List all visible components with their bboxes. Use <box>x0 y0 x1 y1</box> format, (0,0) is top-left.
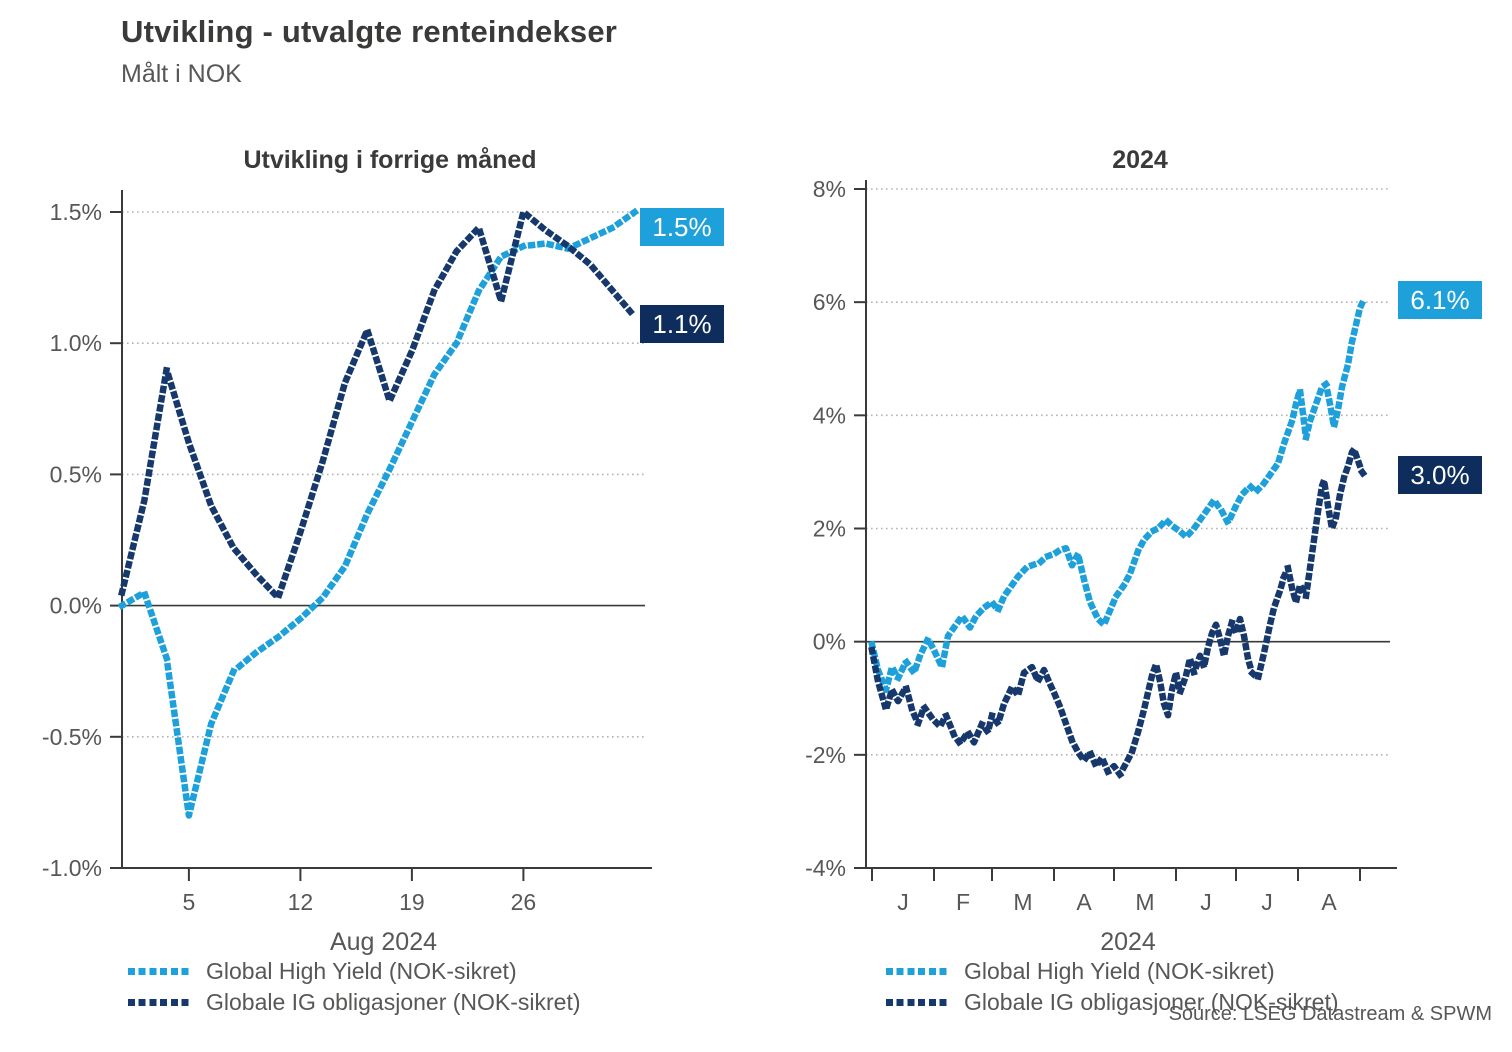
end-value-label-ytd-high-yield: 6.1% <box>1398 281 1482 319</box>
y-tick-label: 1.0% <box>50 330 102 356</box>
end-value-label-ytd-ig: 3.0% <box>1398 456 1482 494</box>
source-note: Source: LSEG Datastream & SPWM <box>1168 1003 1492 1025</box>
y-tick-label: 0.5% <box>50 461 102 487</box>
series-line-ig <box>118 208 640 601</box>
page-title: Utvikling - utvalgte renteindekser <box>121 14 618 49</box>
y-tick-label: 1.5% <box>50 199 102 225</box>
legend-ytd: Global High Yield (NOK-sikret) Globale I… <box>886 957 1339 1016</box>
y-tick-label: -2% <box>805 742 846 768</box>
x-tick-label: J <box>1200 889 1212 915</box>
series-line-high_yield <box>868 294 1369 694</box>
x-tick-label: 12 <box>288 889 314 915</box>
x-tick-label: 5 <box>183 889 196 915</box>
y-tick-label: 0% <box>813 629 846 655</box>
y-tick-label: 6% <box>813 289 846 315</box>
legend-label-ig: Globale IG obligasjoner (NOK-sikret) <box>964 988 1339 1015</box>
chart-monthly-title: Utvikling i forrige måned <box>243 146 537 174</box>
y-tick-label: -0.5% <box>42 724 102 750</box>
legend-label-ig: Globale IG obligasjoner (NOK-sikret) <box>206 988 581 1015</box>
legend-monthly: Global High Yield (NOK-sikret) Globale I… <box>128 957 581 1016</box>
x-tick-label: A <box>1076 889 1092 915</box>
y-tick-label: -4% <box>805 855 846 881</box>
y-tick-label: 2% <box>813 516 846 542</box>
high-yield-line-swatch <box>886 967 950 975</box>
legend-item-ig: Globale IG obligasjoner (NOK-sikret) <box>886 988 1339 1016</box>
high-yield-line-swatch <box>128 967 192 975</box>
x-tick-label: J <box>897 889 909 915</box>
y-tick-label: 0.0% <box>50 593 102 619</box>
ig-line-swatch <box>886 998 950 1006</box>
series-line-ig <box>868 446 1369 778</box>
chart-ytd-title: 2024 <box>1112 146 1168 174</box>
y-tick-label: 8% <box>813 180 846 202</box>
chart-ytd: 8% 6% 4% 2% 0% -2% -4% J F M A M J J A 2024 <box>805 180 1397 956</box>
chart-monthly: 1.5% 1.0% 0.5% 0.0% -0.5% -1.0% 5 12 19 26 Aug 202… <box>42 190 652 956</box>
x-tick-label: F <box>956 889 970 915</box>
y-tick-label: 4% <box>813 402 846 428</box>
y-tick-label: -1.0% <box>42 855 102 881</box>
legend-item-ig: Globale IG obligasjoner (NOK-sikret) <box>128 988 581 1016</box>
series-line-high_yield <box>117 207 640 819</box>
ig-line-swatch <box>128 998 192 1006</box>
legend-label-high-yield: Global High Yield (NOK-sikret) <box>206 957 517 984</box>
legend-item-high-yield: Global High Yield (NOK-sikret) <box>128 957 581 985</box>
legend-label-high-yield: Global High Yield (NOK-sikret) <box>964 957 1275 984</box>
end-value-label-monthly-high-yield: 1.5% <box>640 208 724 246</box>
page-subtitle: Målt i NOK <box>121 60 242 88</box>
end-value-label-monthly-ig: 1.1% <box>640 305 724 343</box>
x-tick-label: M <box>1013 889 1032 915</box>
x-tick-label: 19 <box>399 889 425 915</box>
x-axis-title: Aug 2024 <box>330 928 437 956</box>
legend-item-high-yield: Global High Yield (NOK-sikret) <box>886 957 1339 985</box>
x-tick-label: A <box>1321 889 1337 915</box>
x-tick-label: M <box>1135 889 1154 915</box>
x-axis-title: 2024 <box>1100 928 1156 956</box>
x-tick-label: 26 <box>511 889 537 915</box>
x-tick-label: J <box>1261 889 1273 915</box>
